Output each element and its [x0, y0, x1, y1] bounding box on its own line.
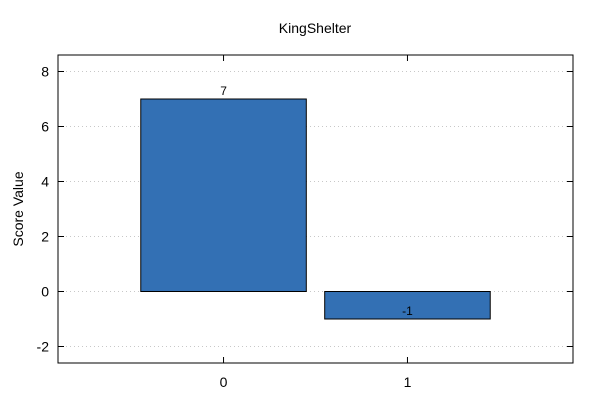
x-tick-label: 0: [220, 374, 228, 390]
y-tick-label: 8: [41, 64, 49, 80]
data-label: -1: [402, 304, 413, 318]
y-axis-label: Score Value: [10, 171, 26, 246]
y-tick-label: 4: [41, 174, 49, 190]
data-label: 7: [220, 84, 227, 98]
ticks: -2 0 2 4 6 8 0 1: [37, 55, 573, 390]
x-tick-label: 1: [404, 374, 412, 390]
grid-lines: [58, 71, 573, 347]
bars: [140, 98, 491, 320]
bar: [140, 98, 307, 292]
y-tick-label: 2: [41, 229, 49, 245]
y-tick-label: 0: [41, 284, 49, 300]
bar: [324, 291, 491, 320]
y-tick-label: -2: [37, 339, 50, 355]
y-tick-label: 6: [41, 119, 49, 135]
plot-frame: [57, 54, 574, 364]
data-labels: 7 -1: [220, 84, 413, 318]
chart-title: KingShelter: [279, 20, 352, 36]
